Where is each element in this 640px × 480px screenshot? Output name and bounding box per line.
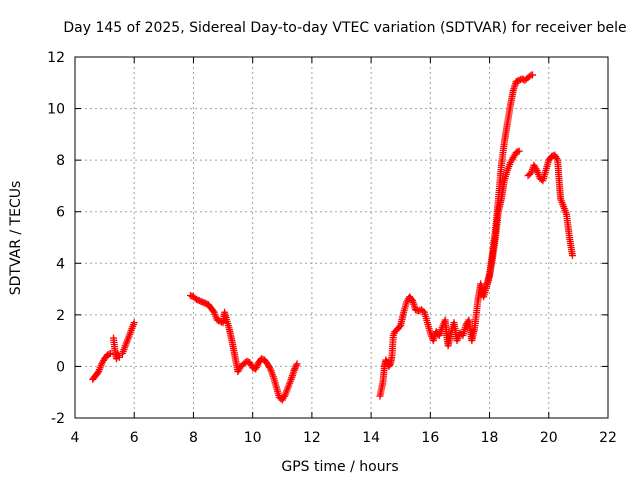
x-tick-label: 22	[599, 430, 617, 446]
data-point	[515, 147, 523, 155]
y-tick-label: 8	[56, 153, 65, 169]
y-axis-label: SDTVAR / TECUs	[8, 181, 24, 296]
x-axis-label: GPS time / hours	[281, 459, 398, 475]
y-tick-label: -2	[51, 411, 65, 427]
y-tick-label: 6	[56, 205, 65, 221]
data-point	[396, 322, 404, 330]
plot-frame	[74, 56, 609, 419]
x-tick-label: 8	[189, 430, 198, 446]
data-points	[89, 71, 576, 404]
data-point	[528, 71, 536, 79]
data-point	[252, 365, 260, 373]
y-tick-label: 12	[47, 50, 65, 66]
x-tick-label: 12	[303, 430, 321, 446]
x-tick-label: 4	[71, 430, 80, 446]
data-point	[291, 365, 299, 373]
data-point	[292, 361, 300, 369]
data-point	[408, 295, 416, 303]
data-point	[115, 353, 123, 361]
x-axis-ticks: 4 6 8 10 12 14 16 18 20 22	[71, 57, 617, 446]
x-tick-label: 10	[244, 430, 262, 446]
x-tick-label: 20	[540, 430, 558, 446]
y-tick-label: 10	[47, 102, 65, 118]
data-point	[130, 319, 138, 327]
y-axis-ticks: -2 0 2 4 6 8 10 12	[47, 50, 608, 427]
data-point	[293, 360, 301, 368]
x-tick-label: 16	[421, 430, 439, 446]
x-tick-label: 18	[481, 430, 499, 446]
data-point	[292, 363, 300, 371]
data-point	[568, 252, 576, 260]
x-tick-label: 14	[362, 430, 380, 446]
y-tick-label: 4	[56, 256, 65, 272]
data-point	[253, 362, 261, 370]
grid-lines	[75, 57, 608, 418]
data-point	[252, 363, 260, 371]
chart-title: Day 145 of 2025, Sidereal Day-to-day VTE…	[63, 20, 626, 36]
y-tick-label: 2	[56, 308, 65, 324]
y-tick-label: 0	[56, 359, 65, 375]
data-point	[290, 366, 298, 374]
x-tick-label: 6	[130, 430, 139, 446]
